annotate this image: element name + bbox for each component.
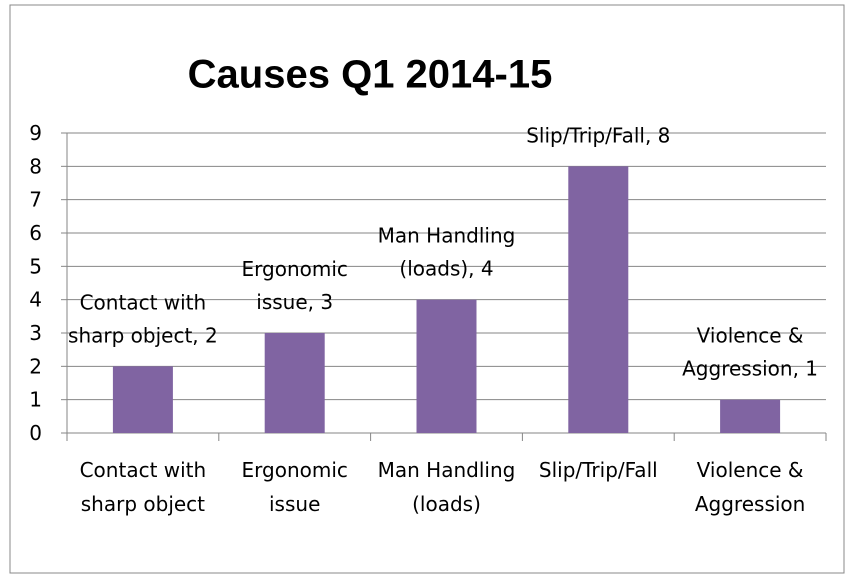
x-tick-label: Man Handling (loads) xyxy=(378,458,516,516)
y-tick-label: 3 xyxy=(29,321,42,345)
chart-border xyxy=(9,4,845,574)
data-label: Ergonomic issue, 3 xyxy=(242,257,348,314)
y-tick-label: 0 xyxy=(29,421,42,445)
y-tick-label: 4 xyxy=(29,288,42,312)
chart-title: Causes Q1 2014-15 xyxy=(188,53,553,97)
y-tick-label: 1 xyxy=(29,388,42,412)
bar xyxy=(568,166,629,434)
data-label: Slip/Trip/Fall, 8 xyxy=(526,123,670,147)
y-tick-label: 6 xyxy=(29,221,42,245)
data-label: Man Handling (loads), 4 xyxy=(378,224,516,281)
x-tick-label: Ergonomic issue xyxy=(242,458,348,516)
bar xyxy=(264,333,325,433)
y-tick-label: 9 xyxy=(29,121,42,145)
bar xyxy=(720,399,781,433)
x-tick-label: Slip/Trip/Fall xyxy=(539,458,658,482)
x-tick-label: Contact with sharp object xyxy=(80,458,207,516)
x-tick-label: Violence & Aggression xyxy=(695,458,805,516)
y-tick-label: 7 xyxy=(29,188,42,212)
data-label: Contact with sharp object, 2 xyxy=(68,290,218,347)
bar xyxy=(416,299,477,433)
data-label: Violence & Aggression, 1 xyxy=(682,324,818,381)
y-tick-label: 8 xyxy=(29,154,42,178)
y-tick-label: 2 xyxy=(29,354,42,378)
bar xyxy=(112,366,173,433)
y-tick-label: 5 xyxy=(29,254,42,278)
